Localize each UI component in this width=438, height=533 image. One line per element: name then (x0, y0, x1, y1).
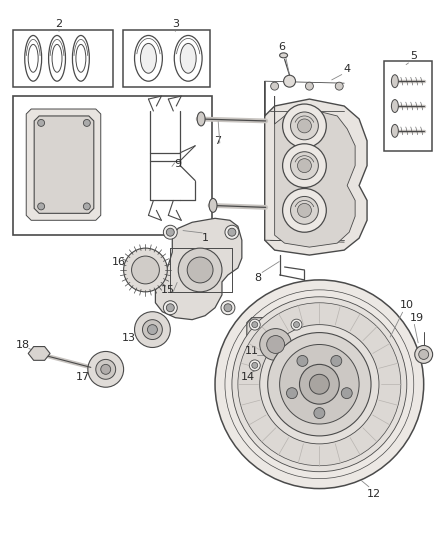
Circle shape (260, 325, 379, 444)
Text: 3: 3 (172, 19, 179, 29)
Circle shape (38, 119, 45, 126)
Bar (384, 61, 431, 151)
Text: 12: 12 (367, 489, 381, 498)
Polygon shape (265, 81, 367, 255)
Circle shape (297, 356, 308, 366)
Circle shape (131, 256, 159, 284)
Circle shape (283, 144, 326, 188)
Ellipse shape (209, 198, 217, 212)
Text: 14: 14 (241, 372, 255, 382)
Text: 2: 2 (56, 19, 63, 29)
Ellipse shape (141, 43, 156, 73)
Circle shape (331, 356, 342, 366)
Circle shape (290, 152, 318, 180)
Circle shape (252, 321, 258, 328)
Circle shape (268, 333, 371, 436)
Circle shape (419, 350, 429, 359)
Circle shape (228, 228, 236, 236)
Text: 4: 4 (344, 64, 351, 74)
Ellipse shape (392, 100, 398, 112)
Text: 18: 18 (16, 340, 30, 350)
Ellipse shape (392, 124, 398, 138)
Ellipse shape (197, 112, 205, 126)
Circle shape (290, 197, 318, 224)
Circle shape (267, 336, 285, 353)
Polygon shape (28, 346, 50, 360)
Circle shape (297, 159, 311, 173)
Text: 13: 13 (122, 333, 136, 343)
Circle shape (283, 189, 326, 232)
Polygon shape (34, 116, 94, 213)
Circle shape (101, 365, 111, 374)
Circle shape (249, 360, 260, 371)
Circle shape (166, 304, 174, 312)
Text: 8: 8 (254, 273, 261, 283)
Polygon shape (155, 219, 242, 320)
Circle shape (187, 257, 213, 283)
Circle shape (293, 321, 300, 328)
Circle shape (335, 82, 343, 90)
Circle shape (83, 203, 90, 210)
Circle shape (293, 362, 300, 368)
Circle shape (291, 360, 302, 371)
Circle shape (252, 362, 258, 368)
Circle shape (178, 248, 222, 292)
Circle shape (238, 303, 401, 466)
Ellipse shape (279, 53, 288, 58)
Text: 17: 17 (76, 372, 90, 382)
Circle shape (314, 408, 325, 418)
Circle shape (38, 203, 45, 210)
Circle shape (221, 301, 235, 314)
Ellipse shape (180, 43, 196, 73)
Text: 15: 15 (161, 285, 175, 295)
Circle shape (225, 225, 239, 239)
Bar (123, 29, 210, 87)
Circle shape (83, 119, 90, 126)
Circle shape (291, 319, 302, 330)
Circle shape (163, 301, 177, 314)
Circle shape (271, 82, 279, 90)
Circle shape (215, 280, 424, 489)
Circle shape (163, 225, 177, 239)
Circle shape (290, 112, 318, 140)
Circle shape (300, 365, 339, 404)
Circle shape (88, 351, 124, 387)
Circle shape (224, 304, 232, 312)
Text: 11: 11 (245, 346, 259, 357)
Ellipse shape (392, 75, 398, 87)
Circle shape (96, 359, 116, 379)
Polygon shape (275, 96, 355, 247)
Circle shape (283, 104, 326, 148)
Circle shape (297, 204, 311, 217)
Circle shape (148, 325, 157, 335)
Circle shape (249, 319, 260, 330)
Bar (13, 29, 113, 87)
Text: 6: 6 (278, 43, 285, 52)
Text: 7: 7 (215, 136, 222, 146)
Text: 16: 16 (112, 257, 126, 267)
Circle shape (124, 248, 167, 292)
Circle shape (134, 312, 170, 348)
Circle shape (305, 82, 314, 90)
Circle shape (232, 297, 407, 472)
Text: 10: 10 (400, 300, 414, 310)
Text: 19: 19 (410, 313, 424, 322)
Circle shape (297, 119, 311, 133)
Circle shape (415, 345, 433, 364)
Bar (13, 96, 212, 235)
Circle shape (166, 228, 174, 236)
Polygon shape (26, 109, 101, 220)
Circle shape (286, 387, 297, 399)
Text: 5: 5 (410, 51, 417, 61)
Circle shape (283, 75, 296, 87)
Circle shape (279, 344, 359, 424)
Circle shape (142, 320, 162, 340)
Circle shape (341, 387, 352, 399)
Polygon shape (247, 318, 304, 373)
Circle shape (260, 329, 292, 360)
Text: 1: 1 (201, 233, 208, 243)
Text: 9: 9 (175, 159, 182, 168)
Circle shape (309, 374, 329, 394)
